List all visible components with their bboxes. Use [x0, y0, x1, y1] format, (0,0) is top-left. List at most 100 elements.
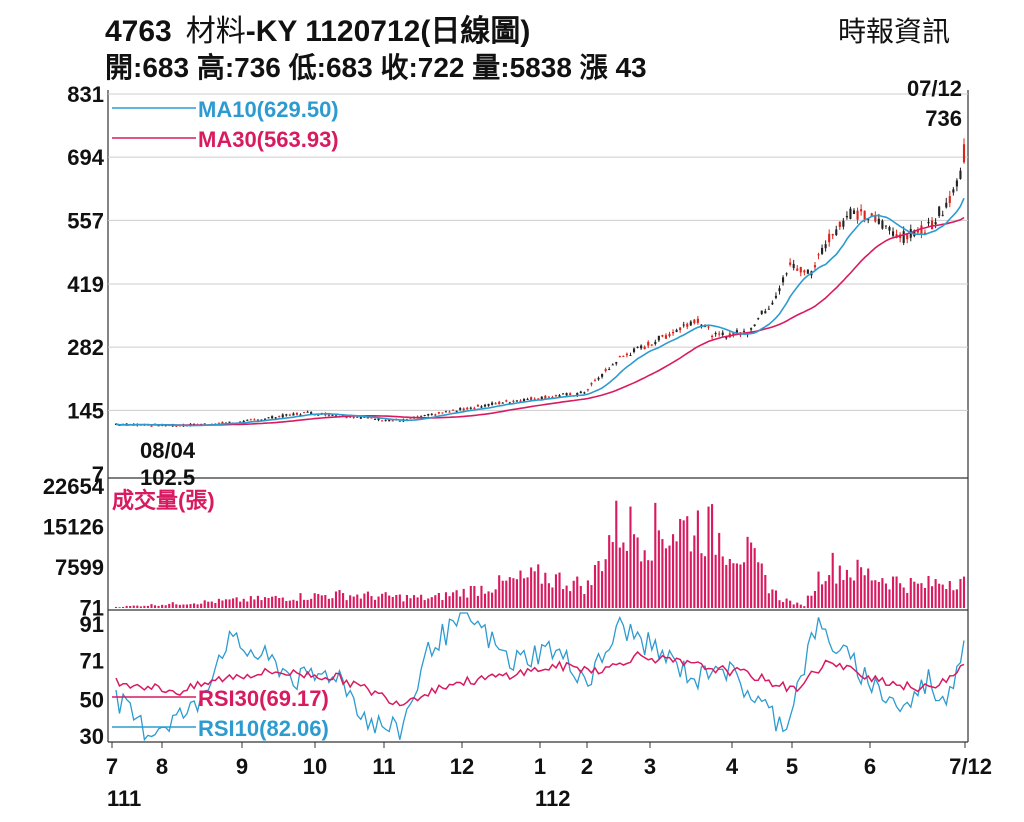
- candle-body: [310, 412, 313, 415]
- candle-body: [767, 308, 770, 310]
- rsi-tick-label: 50: [80, 687, 104, 712]
- volume-bar: [281, 597, 284, 608]
- candle-body: [292, 413, 295, 416]
- candle-body: [686, 323, 689, 327]
- volume-bar: [420, 594, 423, 608]
- volume-bar: [473, 586, 476, 608]
- candle-body: [398, 420, 401, 422]
- candle-body: [487, 403, 490, 406]
- volume-bar: [852, 580, 856, 608]
- volume-bar: [267, 597, 270, 608]
- volume-bar: [221, 600, 224, 608]
- volume-bar: [263, 597, 267, 608]
- volume-bar: [618, 547, 621, 608]
- candle-body: [576, 392, 579, 396]
- candle-body: [608, 369, 611, 371]
- candle-body: [384, 420, 387, 422]
- candle-body: [732, 332, 735, 335]
- candle-body: [302, 412, 306, 414]
- volume-bar: [370, 596, 373, 608]
- candle-body: [923, 232, 927, 235]
- volume-bar: [849, 577, 852, 608]
- volume-bar: [256, 595, 259, 608]
- candle-body: [441, 412, 444, 414]
- candle-body: [597, 377, 600, 380]
- candle-body: [799, 266, 802, 273]
- candle-body: [175, 425, 178, 427]
- volume-bar: [767, 593, 770, 608]
- candle-body: [962, 144, 966, 163]
- ma30-line: [115, 216, 965, 426]
- volume-bar: [821, 584, 824, 608]
- candle-body: [796, 268, 799, 271]
- candle-body: [640, 345, 643, 349]
- volume-bar: [331, 598, 334, 608]
- candle-body: [420, 416, 423, 418]
- volume-bar: [845, 569, 848, 608]
- ma10-legend-label: MA10(629.50): [198, 97, 339, 122]
- volume-bar: [757, 562, 760, 608]
- volume-bar: [366, 591, 369, 608]
- candle-body: [157, 425, 160, 427]
- volume-bar: [288, 600, 291, 608]
- candle-body: [228, 421, 231, 423]
- candle-body: [334, 415, 338, 417]
- publisher: 時報資訊: [838, 16, 951, 47]
- volume-bar: [810, 595, 813, 608]
- candle-body: [370, 417, 373, 419]
- volume-bar: [863, 575, 866, 608]
- volume-bar: [373, 599, 377, 608]
- candle-body: [952, 189, 955, 193]
- candle-body: [551, 397, 554, 399]
- candle-body: [317, 415, 320, 417]
- volume-bar: [302, 599, 306, 608]
- volume-bar: [828, 575, 831, 608]
- candle-body: [285, 414, 288, 416]
- candle-body: [679, 327, 682, 331]
- candle-body: [863, 210, 866, 220]
- volume-bar: [214, 602, 217, 608]
- volume-bar: [405, 595, 409, 608]
- candle-body: [828, 233, 831, 243]
- candle-body: [448, 411, 451, 413]
- volume-bar: [320, 595, 323, 608]
- volume-bar: [430, 597, 433, 608]
- candle-body: [835, 229, 838, 236]
- candle-body: [650, 344, 653, 346]
- candle-body: [625, 353, 628, 356]
- candle-body: [377, 417, 380, 421]
- candle-body: [611, 364, 614, 366]
- volume-bar: [455, 590, 458, 608]
- volume-bar: [781, 602, 785, 608]
- volume-bar: [661, 539, 664, 608]
- candle-body: [725, 336, 728, 339]
- volume-bar: [643, 550, 646, 608]
- volume-bar: [239, 601, 242, 608]
- candle-body: [831, 234, 834, 236]
- volume-bar: [260, 600, 263, 608]
- volume-bar: [519, 570, 522, 608]
- volume-bar: [686, 516, 689, 608]
- volume-bar: [388, 595, 391, 608]
- candle-body: [221, 421, 224, 424]
- candle-body: [945, 202, 948, 208]
- candle-body: [356, 416, 359, 418]
- candle-body: [242, 420, 245, 423]
- volume-bar: [253, 599, 256, 608]
- low-value-label: 102.5: [140, 465, 195, 490]
- volume-bar: [466, 597, 469, 608]
- candle-body: [271, 416, 274, 419]
- candle-body: [753, 324, 756, 327]
- candle-body: [459, 408, 462, 410]
- volume-bar: [132, 605, 135, 608]
- volume-bar: [540, 583, 543, 608]
- volume-bar: [533, 571, 536, 608]
- volume-bar: [423, 600, 426, 608]
- candle-body: [934, 222, 937, 225]
- candle-body: [806, 269, 809, 274]
- volume-bar: [522, 578, 526, 608]
- volume-bar: [462, 588, 465, 608]
- x-month-label: 7: [106, 754, 118, 779]
- volume-bar: [398, 594, 401, 608]
